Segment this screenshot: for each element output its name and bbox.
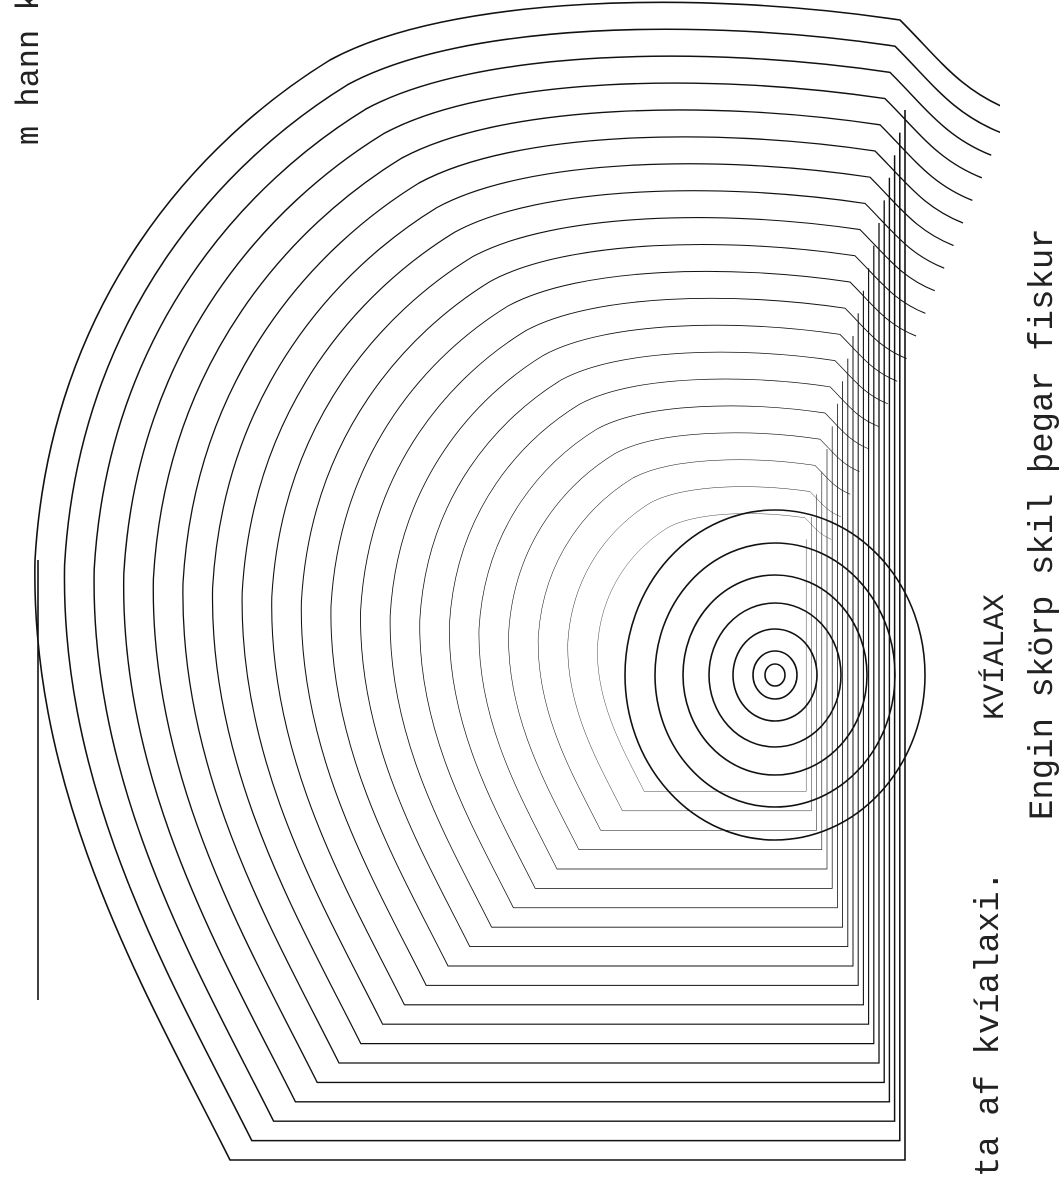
ring bbox=[301, 244, 925, 985]
top-fragment: m hann kemur bbox=[11, 0, 48, 145]
ring bbox=[153, 110, 972, 1082]
label: KVÍALAX bbox=[978, 594, 1013, 720]
ring bbox=[509, 433, 860, 850]
ring bbox=[331, 271, 916, 966]
ring bbox=[625, 510, 925, 840]
ring bbox=[753, 651, 797, 699]
ring bbox=[683, 575, 867, 775]
focus bbox=[765, 664, 785, 686]
ring bbox=[479, 406, 869, 869]
scale-drawing bbox=[35, 2, 1010, 1160]
ring bbox=[64, 29, 1000, 1140]
ring bbox=[709, 603, 841, 747]
caption-fragment: ta af kvíalaxi. bbox=[971, 871, 1009, 1177]
note: Engin skörp skil þegar fiskur bbox=[1025, 228, 1061, 820]
ring bbox=[449, 379, 878, 888]
ring bbox=[420, 352, 888, 908]
scan: m hann kemur ta af kvíalaxi. KVÍALAX Eng… bbox=[0, 0, 1061, 1177]
ring bbox=[733, 629, 817, 721]
ring bbox=[390, 325, 897, 927]
ring bbox=[272, 218, 935, 1005]
ring bbox=[94, 56, 991, 1121]
ring bbox=[242, 191, 944, 1025]
page: m hann kemur ta af kvíalaxi. KVÍALAX Eng… bbox=[0, 0, 1061, 1177]
ring bbox=[538, 460, 850, 830]
ring bbox=[568, 487, 841, 811]
ring bbox=[655, 543, 895, 807]
